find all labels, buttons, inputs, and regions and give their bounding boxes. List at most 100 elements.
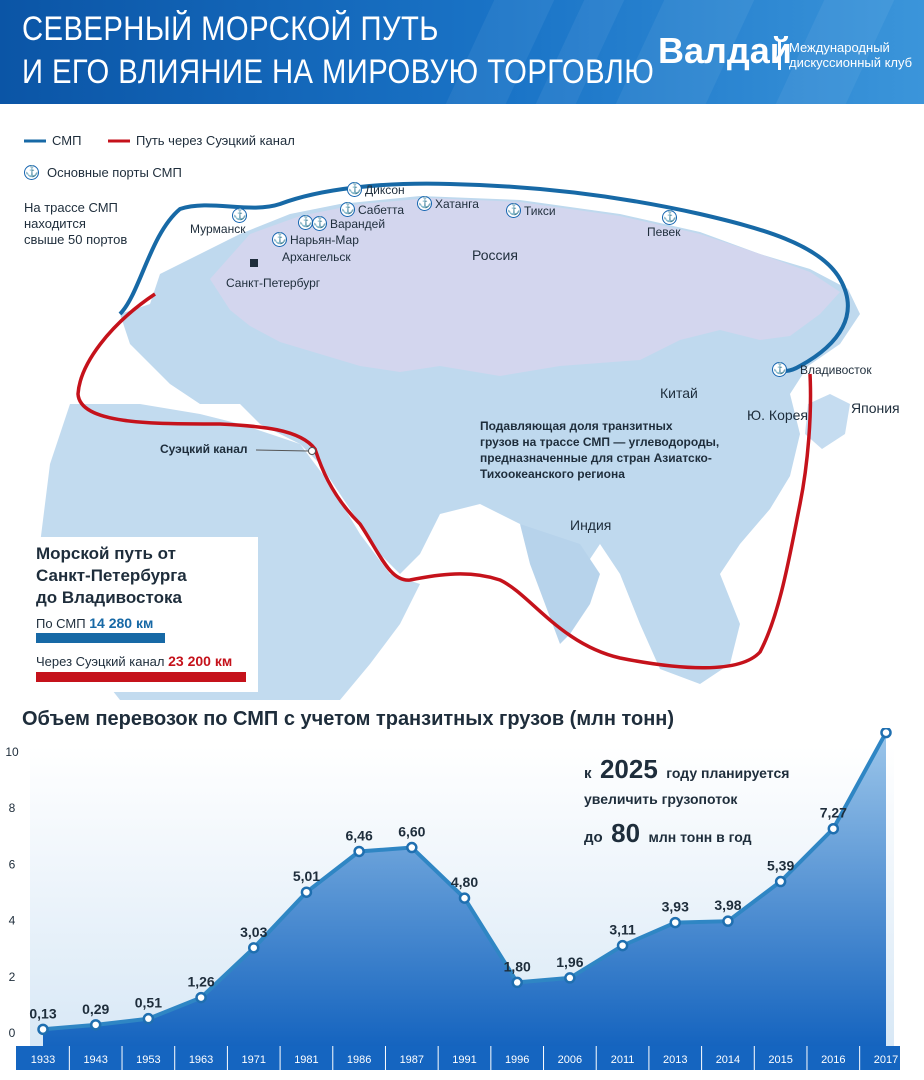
data-label-2016: 7,27: [820, 805, 847, 821]
hydrocarbon-note: Подавляющая доля транзитных грузов на тр…: [480, 418, 719, 482]
data-point-1963: [195, 991, 207, 1004]
y-tick-10: 10: [5, 745, 19, 759]
route-box-title-line-1: Морской путь от: [36, 544, 176, 563]
country-russia: Россия: [472, 247, 518, 263]
x-tick-1963: 1963: [189, 1054, 213, 1066]
port-sabetta-label: Сабетта: [358, 202, 405, 217]
data-point-2006: [564, 972, 576, 984]
route-box-title: Морской путь от Санкт-Петербурга до Влад…: [36, 543, 187, 609]
legend-ports: ⚓ Основные порты СМП: [24, 165, 182, 180]
suez-distance-bar: [36, 672, 246, 682]
logo-divider: [778, 40, 781, 70]
data-point-1933: [37, 1023, 49, 1036]
data-label-1986: 6,46: [346, 827, 373, 843]
route-box-title-line-3: до Владивостока: [36, 588, 182, 607]
port-murmansk-marker: ⚓: [232, 208, 247, 223]
x-tick-2016: 2016: [821, 1054, 845, 1066]
annotation-amount: 80: [611, 818, 640, 848]
port-murmansk-label: Мурманск: [190, 222, 246, 236]
anchor-icon: ⚓: [272, 232, 287, 247]
port-pevek-marker: ⚓: [662, 210, 677, 225]
anchor-icon: ⚓: [772, 362, 787, 377]
note-line-3: предназначенные для стран Азиатско-: [480, 451, 712, 465]
port-khatanga-label: Хатанга: [435, 196, 479, 211]
annotation-line-2: увеличить грузопоток: [584, 791, 738, 807]
x-tick-1991: 1991: [452, 1054, 476, 1066]
x-tick-2014: 2014: [716, 1054, 740, 1066]
chart-area-fill: [43, 732, 886, 1046]
port-naryan-mar-label: Нарьян-Мар: [290, 232, 359, 247]
data-label-1996: 1,80: [504, 958, 531, 974]
y-tick-4: 4: [9, 914, 16, 928]
country-korea: Ю. Корея: [747, 407, 809, 423]
spb-label: Санкт-Петербург: [226, 276, 321, 290]
data-label-1991: 4,80: [451, 874, 478, 890]
x-tick-2013: 2013: [663, 1054, 687, 1066]
data-point-1953: [142, 1012, 155, 1025]
data-point-2014: [722, 915, 734, 927]
y-tick-2: 2: [9, 970, 16, 984]
x-tick-1971: 1971: [242, 1054, 266, 1066]
route-comparison-box: Морской путь от Санкт-Петербурга до Влад…: [22, 537, 258, 692]
suez-distance-value: 23 200 км: [168, 653, 233, 669]
x-tick-2017: 2017: [874, 1054, 898, 1066]
legend-ports-label: Основные порты СМП: [47, 165, 182, 180]
port-arkhangelsk-label: Архангельск: [282, 250, 351, 264]
y-tick-8: 8: [9, 801, 16, 815]
legend-suez-label: Путь через Суэцкий канал: [136, 133, 295, 148]
anchor-icon: ⚓: [662, 210, 677, 225]
port-naryan-mar: ⚓ Нарьян-Мар: [272, 232, 359, 247]
y-tick-6: 6: [9, 857, 16, 871]
ports-note-line-2: находится: [24, 216, 86, 231]
header-banner: СЕВЕРНЫЙ МОРСКОЙ ПУТЬ И ЕГО ВЛИЯНИЕ НА М…: [0, 0, 924, 104]
annotation-pre3: до: [584, 829, 603, 846]
nsr-distance-row: По СМП 14 280 км: [36, 615, 153, 631]
data-label-1981: 5,01: [293, 868, 320, 884]
x-tick-1987: 1987: [400, 1054, 424, 1066]
data-point-2016: [827, 822, 840, 835]
note-line-4: Тихоокеанского региона: [480, 467, 625, 481]
x-tick-1933: 1933: [31, 1054, 55, 1066]
annotation-pre: к: [584, 765, 592, 782]
data-label-1953: 0,51: [135, 995, 162, 1011]
annotation-line-3: до 80 млн тонн в год: [584, 818, 752, 848]
annotation-line1-rest: году планируется: [666, 765, 789, 781]
country-china: Китай: [660, 385, 698, 401]
port-tiksi-label: Тикси: [524, 203, 556, 218]
x-tick-1996: 1996: [505, 1054, 529, 1066]
india-landmass: [520, 524, 600, 644]
country-japan: Япония: [851, 400, 900, 416]
data-label-1943: 0,29: [82, 1001, 109, 1017]
nsr-distance-value: 14 280 км: [89, 615, 154, 631]
route-box-title-line-2: Санкт-Петербурга: [36, 566, 187, 585]
page-title-line-2: И ЕГО ВЛИЯНИЕ НА МИРОВУЮ ТОРГОВЛЮ: [22, 53, 655, 91]
port-varandey-marker: ⚓: [298, 215, 313, 230]
anchor-icon: ⚓: [298, 215, 313, 230]
note-line-1: Подавляющая доля транзитных: [480, 419, 673, 433]
x-tick-1981: 1981: [294, 1054, 318, 1066]
port-varandey: ⚓ Варандей: [312, 216, 385, 231]
port-sabetta: ⚓ Сабетта: [340, 202, 404, 217]
japan-landmass: [805, 394, 850, 449]
anchor-icon: ⚓: [232, 208, 247, 223]
data-label-2014: 3,98: [714, 897, 741, 913]
data-point-2017: [880, 728, 892, 739]
data-point-1981: [300, 886, 313, 898]
anchor-icon: ⚓: [340, 202, 355, 217]
x-tick-2015: 2015: [768, 1054, 792, 1066]
suez-leader-line: [255, 449, 309, 452]
port-tiksi: ⚓ Тикси: [506, 203, 556, 218]
country-india: Индия: [570, 517, 612, 533]
data-point-2013: [669, 916, 681, 929]
data-point-1986: [353, 845, 365, 858]
spb-marker: [250, 259, 258, 267]
x-axis-band: [16, 1046, 900, 1070]
legend-nsr-label: СМП: [52, 133, 82, 148]
suez-marker: [308, 447, 316, 455]
annotation-line-1: к 2025 году планируется: [584, 754, 789, 784]
annotation-line3-rest: млн тонн в год: [649, 829, 752, 845]
y-tick-0: 0: [9, 1026, 16, 1040]
port-khatanga: ⚓ Хатанга: [417, 196, 479, 211]
data-label-2013: 3,93: [662, 899, 689, 915]
data-label-2011: 3,11: [609, 922, 636, 938]
